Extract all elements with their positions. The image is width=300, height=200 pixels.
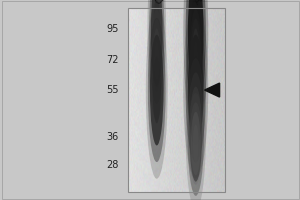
Ellipse shape [183, 0, 208, 133]
Ellipse shape [191, 0, 200, 70]
Ellipse shape [151, 0, 163, 87]
Bar [128, 8, 225, 192]
Ellipse shape [188, 0, 204, 95]
Ellipse shape [193, 125, 199, 163]
Ellipse shape [192, 28, 200, 92]
Ellipse shape [188, 35, 204, 145]
Ellipse shape [188, 93, 204, 194]
Ellipse shape [186, 0, 206, 114]
Ellipse shape [186, 18, 206, 162]
Ellipse shape [153, 0, 160, 65]
Text: CEM: CEM [154, 0, 174, 6]
Ellipse shape [146, 1, 168, 179]
Ellipse shape [153, 28, 161, 92]
Ellipse shape [194, 41, 198, 79]
Ellipse shape [188, 72, 204, 196]
Text: A549: A549 [193, 0, 216, 6]
Ellipse shape [153, 57, 161, 123]
Text: 95: 95 [106, 24, 118, 34]
Ellipse shape [189, 102, 202, 185]
Text: 28: 28 [106, 160, 118, 170]
Ellipse shape [151, 9, 163, 111]
Ellipse shape [183, 1, 208, 179]
Polygon shape [205, 83, 220, 97]
Ellipse shape [152, 19, 162, 101]
Ellipse shape [149, 0, 164, 104]
Text: 72: 72 [106, 55, 118, 65]
Ellipse shape [191, 57, 200, 123]
Ellipse shape [192, 106, 200, 163]
Text: 36: 36 [106, 132, 118, 142]
Ellipse shape [191, 19, 201, 101]
Ellipse shape [148, 18, 166, 162]
Ellipse shape [189, 87, 202, 182]
Ellipse shape [186, 58, 206, 200]
Ellipse shape [191, 112, 201, 175]
Ellipse shape [147, 0, 166, 120]
Ellipse shape [154, 41, 159, 79]
Text: 55: 55 [106, 85, 118, 95]
Ellipse shape [190, 9, 202, 111]
Ellipse shape [150, 35, 164, 145]
